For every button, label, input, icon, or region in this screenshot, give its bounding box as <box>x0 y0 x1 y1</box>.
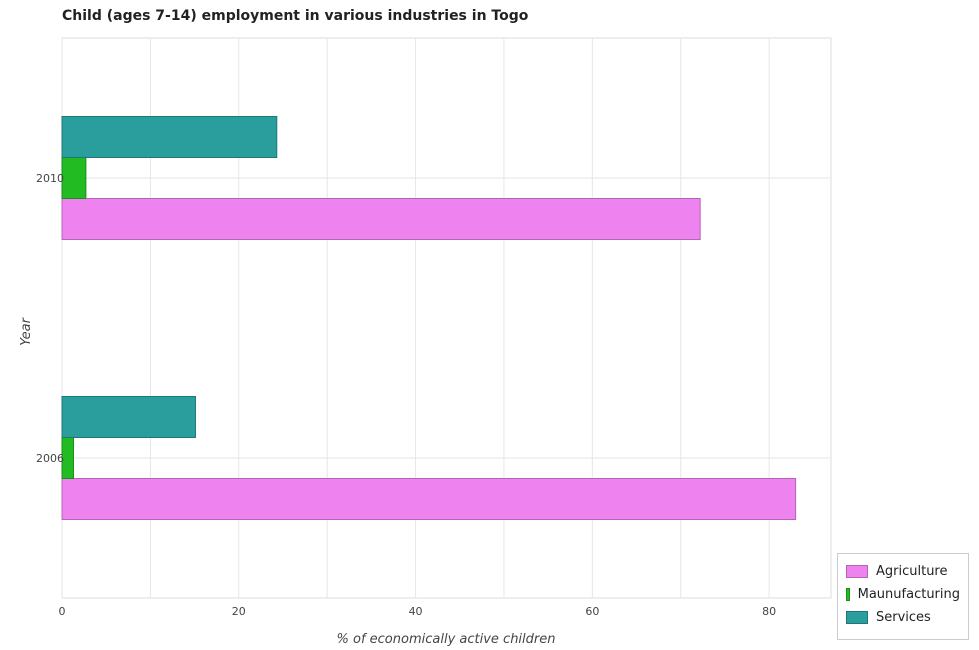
y-tick-label: 2010 <box>36 172 64 185</box>
bar-agriculture-2010 <box>61 198 701 240</box>
x-axis-label: % of economically active children <box>337 632 556 647</box>
bar-agriculture-2006 <box>61 478 797 520</box>
legend-swatch <box>846 611 868 624</box>
x-tick-label: 20 <box>232 605 246 618</box>
legend-item-maunufacturing: Maunufacturing <box>846 583 960 606</box>
x-tick-label: 80 <box>762 605 776 618</box>
legend: Agriculture Maunufacturing Services <box>837 553 969 640</box>
y-axis-ticks: 2006 2010 <box>36 172 64 465</box>
chart-title: Child (ages 7-14) employment in various … <box>62 8 529 24</box>
x-tick-label: 0 <box>59 605 66 618</box>
x-axis-ticks: 0 20 40 60 80 <box>59 605 777 618</box>
y-tick-label: 2006 <box>36 452 64 465</box>
x-tick-label: 60 <box>585 605 599 618</box>
legend-item-agriculture: Agriculture <box>846 560 960 583</box>
legend-swatch <box>846 565 868 578</box>
legend-swatch <box>846 588 850 601</box>
bar-services-2006 <box>61 396 196 438</box>
legend-label: Services <box>876 610 931 625</box>
legend-label: Maunufacturing <box>857 587 960 602</box>
y-axis-label: Year <box>19 316 34 345</box>
bar-maunufacturing-2010 <box>61 157 87 199</box>
x-tick-label: 40 <box>409 605 423 618</box>
bar-services-2010 <box>61 116 278 158</box>
legend-label: Agriculture <box>876 564 948 579</box>
legend-item-services: Services <box>846 606 960 629</box>
bars <box>61 116 797 520</box>
